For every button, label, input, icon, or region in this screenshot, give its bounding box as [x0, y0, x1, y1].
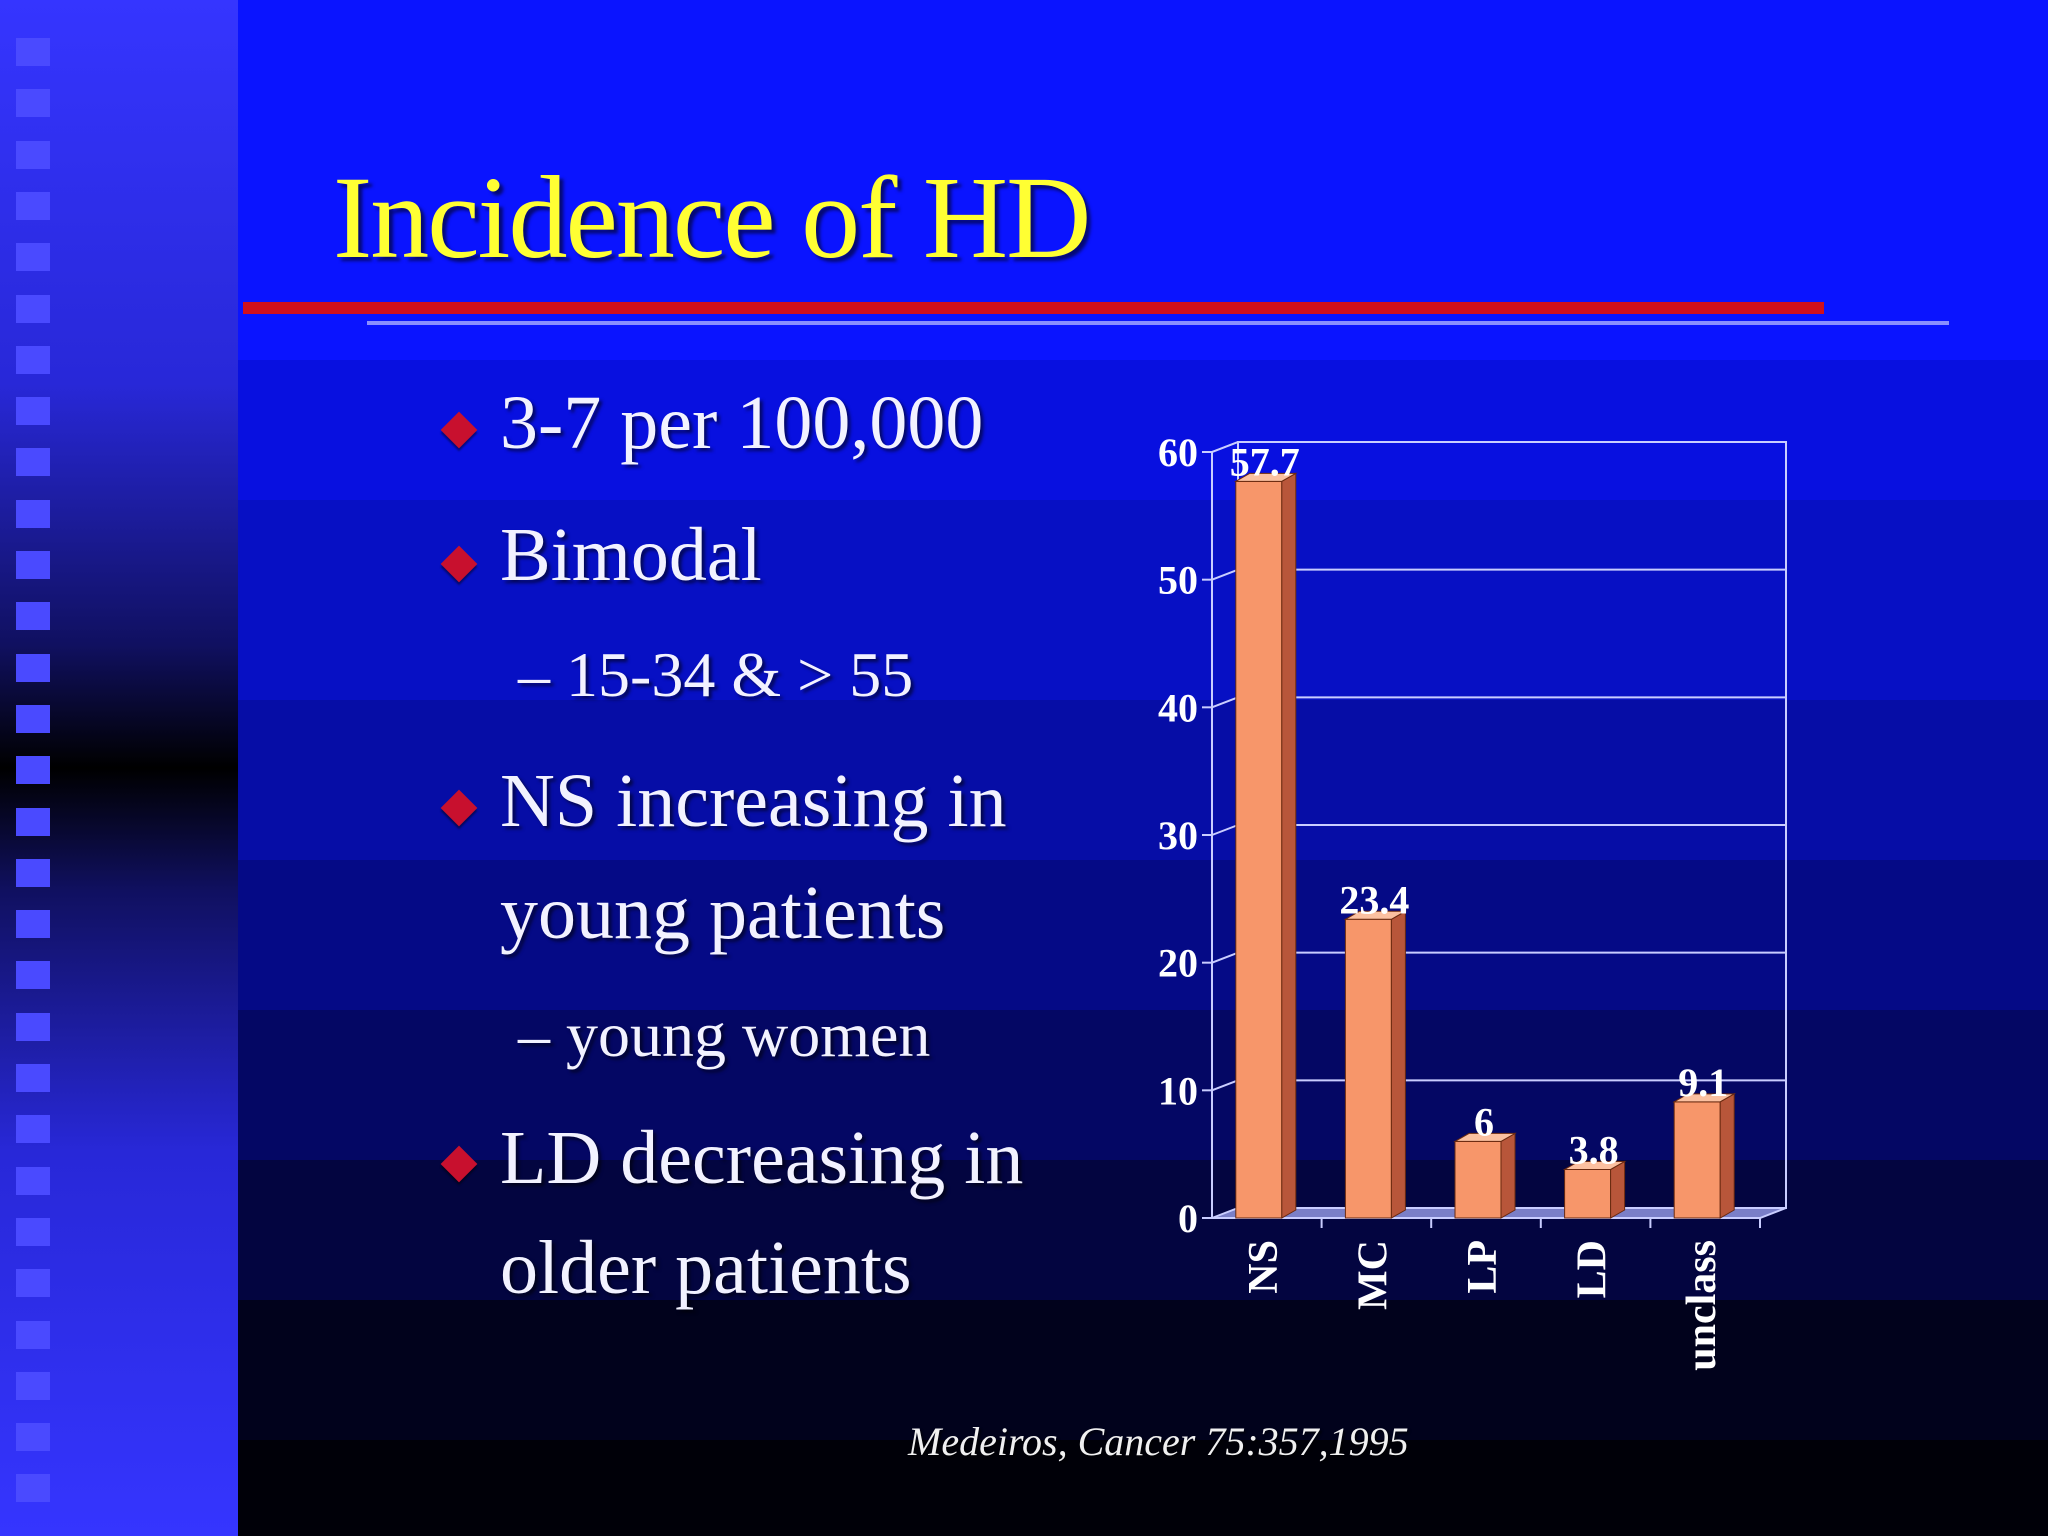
bar-side-NS	[1281, 472, 1297, 1219]
slide-title: Incidence of HD	[333, 152, 1091, 283]
sidebar-square	[16, 551, 50, 579]
sidebar-square	[16, 499, 50, 528]
sidebar-square	[16, 140, 50, 169]
gridline-depth	[1211, 568, 1239, 581]
gridline-depth	[1211, 441, 1239, 453]
sidebar-square	[16, 1320, 50, 1349]
sidebar-square	[16, 38, 50, 66]
data-label: 57.7	[1230, 439, 1300, 484]
bullet-4-line-1: LD decreasing in	[500, 1116, 1024, 1200]
subbullet-1: – 15-34 & > 55	[518, 639, 914, 710]
sidebar-square	[16, 1217, 50, 1246]
sidebar-square	[16, 294, 50, 323]
gridline-depth	[1211, 696, 1239, 709]
y-tick-label: 20	[1158, 941, 1198, 986]
gridline-depth	[1211, 1079, 1239, 1092]
y-tick-label: 0	[1178, 1196, 1198, 1241]
bar-top-NS	[1233, 472, 1298, 482]
citation: Medeiros, Cancer 75:357,1995	[908, 1419, 1409, 1464]
bar-LD	[1564, 1168, 1612, 1219]
bar-unclass	[1673, 1101, 1721, 1219]
bar-side-MC	[1390, 910, 1406, 1219]
sidebar-square	[16, 1423, 50, 1452]
x-category-label: unclass	[1679, 1240, 1725, 1371]
bullet-3-line-2: young patients	[500, 871, 946, 955]
bullet-1: 3-7 per 100,000	[500, 381, 984, 465]
sidebar-square	[16, 653, 50, 682]
sidebar-square	[16, 1474, 50, 1503]
x-category-label: NS	[1241, 1240, 1287, 1294]
data-label: 23.4	[1339, 877, 1409, 922]
y-tick-label: 40	[1158, 685, 1198, 730]
title-underline-red	[243, 302, 1824, 314]
sidebar-square	[16, 448, 50, 477]
bar-MC	[1344, 918, 1392, 1219]
bar-top-unclass	[1672, 1093, 1737, 1103]
bullet-4-line-2: older patients	[500, 1226, 912, 1310]
sidebar-square	[16, 858, 50, 887]
bar-top-LD	[1562, 1160, 1627, 1170]
bullet-2: Bimodal	[500, 513, 762, 597]
title-underline-thin	[367, 321, 1949, 325]
sidebar-square	[16, 1166, 50, 1195]
bar-top-LP	[1453, 1132, 1517, 1142]
sidebar-square	[16, 397, 50, 426]
x-category-label: MC	[1350, 1240, 1396, 1310]
y-tick-label: 30	[1158, 813, 1198, 858]
sidebar-square	[16, 961, 50, 990]
sidebar-square	[16, 1269, 50, 1298]
data-label: 3.8	[1569, 1127, 1619, 1172]
bar-LP	[1454, 1140, 1502, 1219]
sidebar-square	[16, 345, 50, 374]
sidebar-square	[16, 807, 50, 836]
sidebar-square	[16, 756, 50, 785]
sidebar-square	[16, 704, 50, 733]
sidebar-square	[16, 1115, 50, 1144]
sidebar-square	[16, 1371, 50, 1400]
bar-side-LP	[1500, 1132, 1516, 1219]
sidebar-square	[16, 1064, 50, 1092]
y-tick-label: 60	[1158, 430, 1198, 475]
bar-top-MC	[1343, 910, 1408, 920]
sidebar-square	[16, 89, 50, 118]
sidebar-square	[16, 910, 50, 939]
y-tick-label: 10	[1158, 1068, 1198, 1113]
data-label: 6	[1474, 1099, 1494, 1144]
decorative-sidebar	[0, 0, 238, 1536]
bullet-3-line-1: NS increasing in	[500, 759, 1007, 843]
bar-side-unclass	[1719, 1092, 1735, 1219]
y-tick-label: 50	[1158, 558, 1198, 603]
x-category-label: LP	[1460, 1240, 1506, 1294]
x-category-label: LD	[1570, 1240, 1616, 1298]
gridline-depth	[1211, 824, 1239, 836]
sidebar-square	[16, 602, 50, 631]
gridline-depth	[1211, 951, 1239, 964]
data-label: 9.1	[1678, 1060, 1728, 1105]
sidebar-square	[16, 243, 50, 272]
subbullet-2: – young women	[518, 999, 931, 1070]
bar-NS	[1235, 480, 1283, 1219]
sidebar-square	[16, 191, 50, 220]
sidebar-square	[16, 1012, 50, 1041]
